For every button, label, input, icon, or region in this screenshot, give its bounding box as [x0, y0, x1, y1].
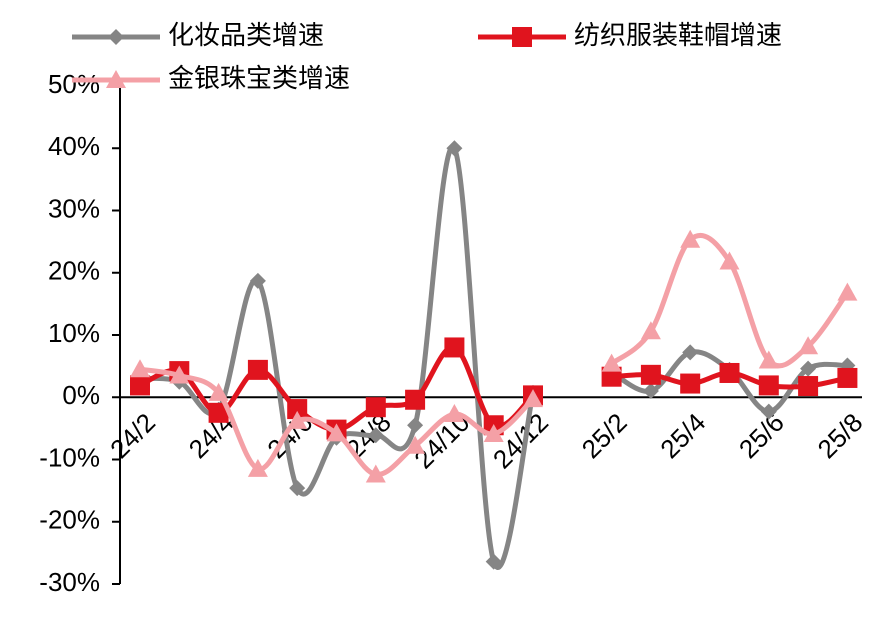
point	[130, 375, 150, 396]
point	[405, 435, 426, 454]
point	[326, 423, 347, 442]
point	[680, 373, 701, 394]
legend-marker	[106, 70, 126, 88]
point	[680, 229, 701, 248]
point	[601, 353, 622, 372]
point	[169, 365, 190, 384]
legend-marker	[108, 29, 124, 45]
legend-marker	[512, 27, 532, 47]
y-tick-label: -10%	[39, 442, 100, 472]
x-tick-label: 25/2	[576, 407, 633, 464]
series-line	[139, 144, 848, 570]
point	[365, 464, 386, 483]
point	[837, 367, 858, 388]
y-tick-label: 20%	[48, 256, 100, 286]
point	[800, 360, 817, 377]
point	[287, 410, 308, 429]
y-tick-label: 10%	[48, 318, 100, 348]
point	[446, 140, 463, 157]
point	[208, 382, 229, 401]
y-tick-label: 0%	[62, 380, 100, 410]
point	[247, 458, 268, 477]
point	[249, 272, 266, 289]
point	[483, 423, 504, 442]
point	[444, 337, 465, 358]
point	[837, 282, 858, 301]
point	[407, 417, 424, 434]
point	[719, 251, 740, 270]
point	[719, 362, 740, 383]
point	[798, 336, 819, 355]
x-tick-label: 25/8	[812, 407, 869, 464]
point	[640, 364, 661, 385]
point	[798, 376, 819, 397]
y-tick-label: 50%	[48, 69, 100, 99]
legend-label: 金银珠宝类增速	[168, 63, 350, 93]
point	[208, 402, 229, 423]
point	[758, 350, 779, 369]
y-tick-label: -20%	[39, 505, 100, 535]
x-tick-label: 25/4	[654, 407, 711, 464]
legend-label: 化妆品类增速	[168, 20, 324, 50]
y-tick-label: -30%	[39, 567, 100, 597]
point	[365, 397, 386, 418]
y-tick-label: 40%	[48, 131, 100, 161]
point	[640, 321, 661, 340]
point	[601, 366, 622, 387]
point	[682, 344, 699, 361]
legend-label: 纺织服装鞋帽增速	[574, 20, 782, 50]
point	[367, 427, 384, 444]
x-tick-label: 25/6	[733, 407, 790, 464]
point	[289, 480, 306, 497]
point	[760, 403, 777, 420]
point	[405, 389, 426, 410]
x-tick-label: 24/2	[104, 407, 161, 464]
point	[523, 389, 543, 408]
y-tick-label: 30%	[48, 193, 100, 223]
point	[287, 399, 308, 420]
point	[642, 383, 659, 400]
point	[758, 375, 779, 396]
point	[130, 359, 150, 378]
point	[247, 359, 268, 380]
point	[444, 404, 465, 423]
point	[485, 553, 502, 570]
